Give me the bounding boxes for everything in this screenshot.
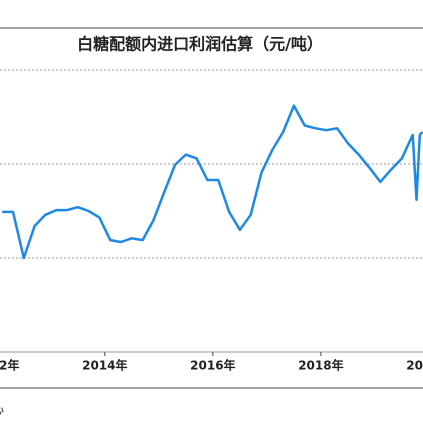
source: 心	[0, 403, 4, 417]
x-tick-label: 2020年	[406, 358, 423, 373]
series-line	[2, 104, 423, 260]
x-tick-label: 2014年	[82, 358, 127, 373]
x-tick-label: 2016年	[190, 358, 235, 373]
x-tick-label: 2018年	[298, 358, 343, 373]
x-tick-label: 2012年	[0, 358, 19, 373]
chart-title: 白糖配额内进口利润估算（元/吨）	[77, 35, 323, 54]
